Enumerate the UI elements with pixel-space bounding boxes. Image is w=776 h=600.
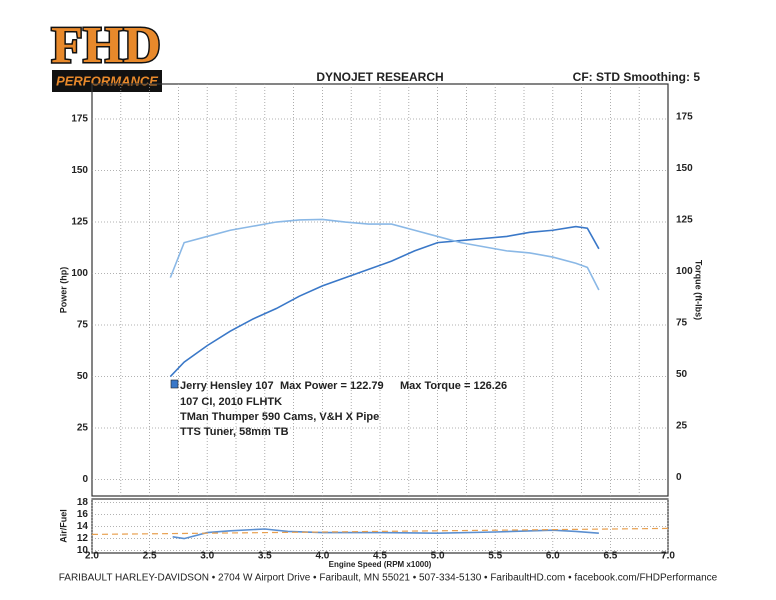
y-tick-label: 75 — [77, 320, 89, 331]
x-tick-label: 5.0 — [431, 551, 445, 562]
x-tick-label: 6.0 — [546, 551, 560, 562]
y-tick-label: 125 — [71, 217, 88, 228]
x-axis-label: Engine Speed (RPM x1000) — [329, 560, 432, 569]
chart-title: DYNOJET RESEARCH — [316, 70, 443, 84]
plot-frame — [91, 83, 669, 497]
annotation: TTS Tuner, 58mm TB — [180, 426, 289, 438]
y2-tick-label: 150 — [676, 163, 693, 174]
x-tick-label: 3.5 — [258, 551, 272, 562]
data-line — [91, 527, 669, 535]
y2-tick-label: 100 — [676, 266, 693, 277]
y-tick-label: 50 — [77, 371, 89, 382]
y-axis-label: Power (hp) — [58, 267, 68, 314]
annotation: Max Torque = 126.26 — [400, 380, 507, 392]
y-tick-label: 16 — [77, 509, 89, 520]
y2-tick-label: 0 — [676, 472, 682, 483]
y2-tick-label: 125 — [676, 215, 693, 226]
y-tick-label: 150 — [71, 165, 88, 176]
x-tick-label: 3.0 — [200, 551, 214, 562]
logo-band — [52, 70, 162, 92]
annotation: TMan Thumper 590 Cams, V&H X Pipe — [180, 411, 379, 423]
y-tick-label: 14 — [77, 521, 89, 532]
y2-tick-label: 25 — [676, 421, 688, 432]
data-line — [172, 528, 599, 540]
logo-subtitle: PERFORMANCE — [56, 73, 158, 88]
y-tick-label: 10 — [77, 545, 89, 556]
x-tick-label: 2.5 — [143, 551, 157, 562]
x-tick-label: 4.5 — [373, 551, 387, 562]
annotation: 107 CI, 2010 FLHTK — [180, 396, 282, 408]
y2-tick-label: 50 — [676, 369, 688, 380]
legend-icon — [170, 379, 179, 389]
y2-tick-label: 75 — [676, 318, 688, 329]
x-tick-label: 4.0 — [315, 551, 329, 562]
x-tick-label: 6.5 — [603, 551, 617, 562]
data-line — [169, 218, 600, 291]
y-axis-label: Air/Fuel — [58, 509, 68, 543]
y-tick-label: 175 — [71, 114, 88, 125]
x-tick-label: 2.0 — [85, 551, 99, 562]
footer: FARIBAULT HARLEY-DAVIDSON • 2704 W Airpo… — [59, 573, 718, 584]
y-tick-label: 25 — [77, 423, 89, 434]
chart-settings: CF: STD Smoothing: 5 — [573, 70, 701, 84]
y-tick-label: 18 — [77, 497, 89, 508]
logo-title: FHD — [51, 17, 161, 74]
y-tick-label: 100 — [71, 268, 88, 279]
y2-axis-label: Torque (ft-lbs) — [694, 260, 704, 320]
annotation: Max Power = 122.79 — [280, 380, 384, 392]
y2-tick-label: 175 — [676, 112, 693, 123]
x-tick-label: 5.5 — [488, 551, 502, 562]
y-tick-label: 12 — [77, 533, 89, 544]
x-tick-label: 7.0 — [661, 551, 675, 562]
y-tick-label: 0 — [82, 474, 88, 485]
logo: FHD PERFORMANCE — [50, 15, 162, 92]
annotation: Jerry Hensley 107 — [180, 380, 274, 392]
data-line — [169, 225, 600, 378]
